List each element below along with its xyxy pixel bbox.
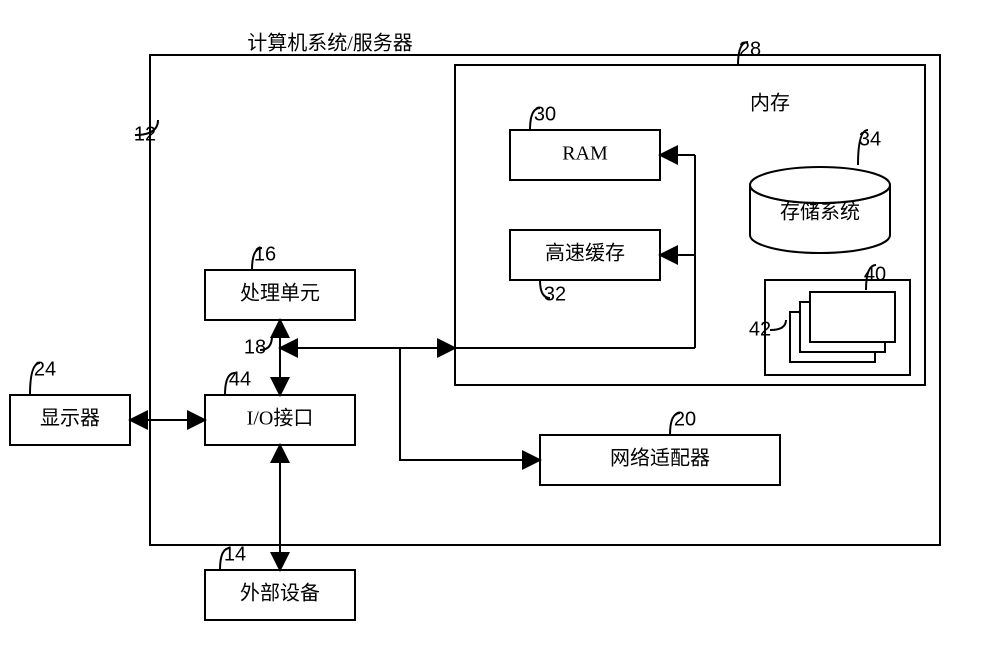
cpu-label: 处理单元	[240, 282, 320, 305]
module-sub-id: 42	[749, 318, 771, 340]
display-label: 显示器	[40, 408, 100, 430]
bus-id: 18	[244, 336, 266, 358]
cache-label: 高速缓存	[545, 242, 625, 265]
memory-title: 内存	[750, 92, 790, 115]
extdev-label: 外部设备	[240, 582, 320, 605]
extdev-id: 14	[224, 543, 246, 565]
cpu-id: 16	[254, 243, 276, 265]
storage-label: 存储系统	[780, 201, 860, 224]
netadapter-id: 20	[674, 408, 696, 430]
ram-label: RAM	[562, 143, 608, 165]
cache-id: 32	[544, 283, 566, 305]
io-label: I/O接口	[247, 407, 314, 430]
io-id: 44	[229, 368, 251, 390]
netadapter-label: 网络适配器	[610, 447, 710, 470]
ram-id: 30	[534, 103, 556, 125]
storage-cylinder-top	[750, 167, 890, 203]
memory-id: 28	[739, 38, 761, 60]
display-id: 24	[34, 358, 56, 380]
module-card	[810, 292, 895, 342]
system-title: 计算机系统/服务器	[247, 32, 413, 55]
storage-id: 34	[859, 128, 881, 150]
